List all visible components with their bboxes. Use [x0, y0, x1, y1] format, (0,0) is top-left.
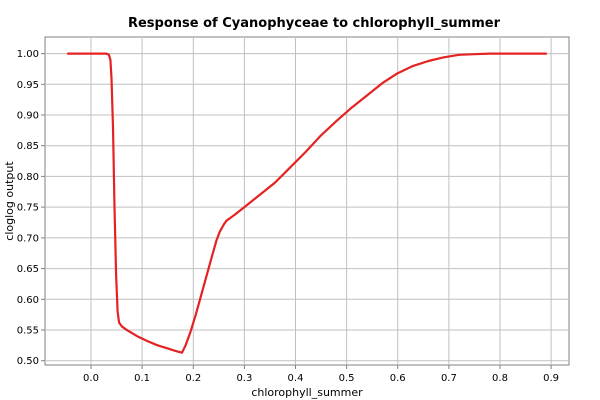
y-tick-label: 0.90 — [17, 111, 39, 122]
x-tick-label: 0.7 — [441, 373, 457, 384]
x-tick-label: 0.4 — [288, 373, 304, 384]
x-tick-label: 0.9 — [543, 373, 559, 384]
x-tick-label: 0.2 — [185, 373, 201, 384]
x-tick-label: 0.6 — [390, 373, 406, 384]
grid-lines — [45, 37, 569, 365]
y-tick-label: 0.65 — [17, 264, 39, 275]
y-tick-label: 0.60 — [17, 295, 39, 306]
x-axis-label: chlorophyll_summer — [251, 386, 363, 399]
y-tick-label: 0.55 — [17, 326, 39, 337]
y-tick-label: 0.80 — [17, 172, 39, 183]
y-tick-label: 0.50 — [17, 356, 39, 367]
response-curve — [66, 52, 548, 354]
x-tick-label: 0.5 — [339, 373, 355, 384]
y-tick-label: 0.75 — [17, 203, 39, 214]
data-series — [66, 52, 548, 354]
y-axis-label: cloglog output — [3, 161, 16, 241]
y-tick-label: 0.70 — [17, 233, 39, 244]
axis-ticks: 0.0 0.1 0.2 0.3 0.4 0.5 0.6 0.7 0.8 0.9 0.50 0.55 0.… — [17, 49, 559, 384]
chart-title: Response of Cyanophyceae to chlorophyll_… — [128, 16, 501, 31]
y-tick-label: 1.00 — [17, 49, 39, 60]
x-tick-label: 0.0 — [83, 373, 99, 384]
x-tick-label: 0.3 — [236, 373, 252, 384]
x-tick-label: 0.1 — [134, 373, 150, 384]
x-tick-label: 0.8 — [492, 373, 508, 384]
plot-area — [44, 36, 570, 366]
y-tick-label: 0.85 — [17, 141, 39, 152]
y-tick-label: 0.95 — [17, 80, 39, 91]
